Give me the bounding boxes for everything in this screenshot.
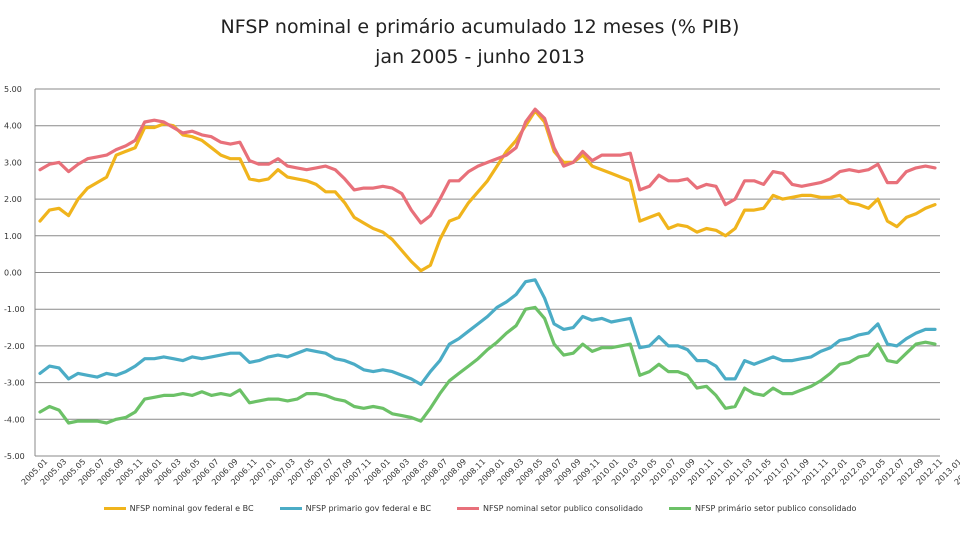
- y-tick-label: 5.00: [4, 85, 22, 94]
- legend-label: NFSP nominal gov federal e BC: [129, 504, 254, 513]
- legend-swatch: [279, 507, 302, 510]
- legend-item: NFSP nominal gov federal e BC: [103, 504, 254, 513]
- legend-swatch: [457, 507, 480, 510]
- legend: NFSP nominal gov federal e BC NFSP primar…: [0, 504, 960, 513]
- series-line-1: [38, 109, 937, 273]
- series-line-4: [38, 305, 937, 425]
- chart-subtitle: jan 2005 - junho 2013: [375, 46, 585, 68]
- y-tick-label: -3.00: [4, 379, 25, 388]
- legend-swatch: [103, 507, 126, 510]
- y-tick-label: 0.00: [4, 269, 22, 278]
- series-line-3: [38, 107, 937, 225]
- y-tick-label: 1.00: [4, 232, 22, 241]
- y-tick-label: -4.00: [4, 415, 25, 424]
- y-tick-label: -1.00: [4, 305, 25, 314]
- legend-label: NFSP primário setor publico consolidado: [694, 504, 857, 513]
- y-tick-label: 4.00: [4, 122, 22, 131]
- chart-title: NFSP nominal e primário acumulado 12 mes…: [220, 16, 740, 38]
- legend-item: NFSP primário setor publico consolidado: [668, 504, 857, 513]
- legend-label: NFSP nominal setor publico consolidado: [483, 504, 643, 513]
- y-tick-label: -2.00: [4, 342, 25, 351]
- y-tick-label: -5.00: [4, 452, 25, 461]
- legend-item: NFSP nominal setor publico consolidado: [457, 504, 643, 513]
- y-tick-label: 2.00: [4, 195, 22, 204]
- y-tick-label: 3.00: [4, 158, 22, 167]
- legend-label: NFSP primario gov federal e BC: [305, 504, 432, 513]
- series-line-2: [38, 278, 937, 386]
- legend-swatch: [668, 507, 691, 510]
- legend-item: NFSP primario gov federal e BC: [279, 504, 432, 513]
